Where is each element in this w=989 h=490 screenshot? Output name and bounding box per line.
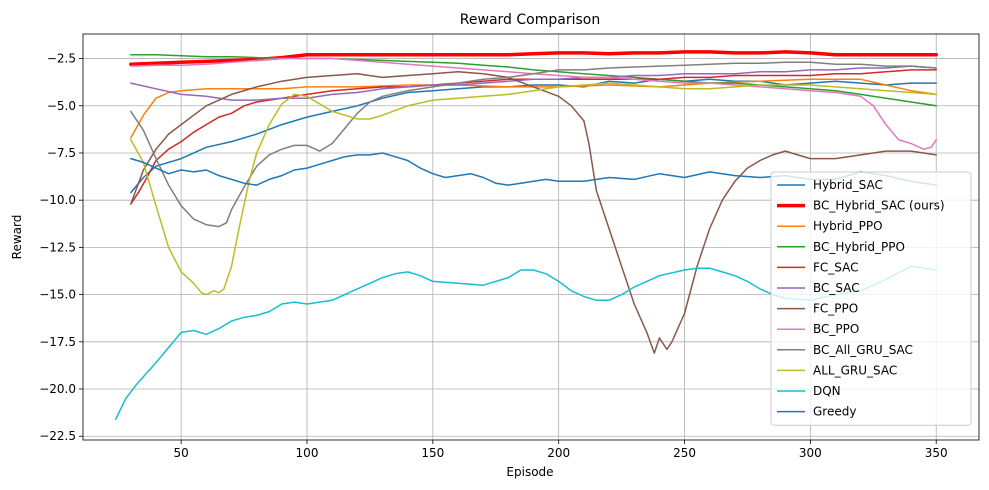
series-line-bc-sac <box>130 65 937 101</box>
legend-label: BC_Hybrid_PPO <box>813 240 905 254</box>
x-axis-label: Episode <box>506 465 553 479</box>
x-tick-label: 50 <box>174 446 189 460</box>
y-tick-label: −20.0 <box>39 382 76 396</box>
y-tick-label: −7.5 <box>47 146 76 160</box>
legend-label: BC_Hybrid_SAC (ours) <box>813 199 945 213</box>
plot-area <box>114 50 938 420</box>
legend-label: BC_SAC <box>813 281 860 295</box>
y-tick-label: −5.0 <box>47 99 76 113</box>
series-line-bc-hybrid-sac-ours <box>129 50 938 66</box>
series-line-bc-hybrid-ppo <box>130 54 937 107</box>
legend-label: BC_All_GRU_SAC <box>813 343 913 357</box>
series-line-all-gru-sac <box>130 82 937 296</box>
legend-label: ALL_GRU_SAC <box>813 363 897 377</box>
legend-label: Hybrid_SAC <box>813 178 883 192</box>
series-line-bc-all-gru-sac <box>130 61 937 228</box>
y-tick-label: −10.0 <box>39 193 76 207</box>
y-tick-label: −17.5 <box>39 335 76 349</box>
legend-label: Hybrid_PPO <box>813 219 883 233</box>
y-tick-label: −22.5 <box>39 429 76 443</box>
plot-frame <box>82 33 980 441</box>
legend-label: FC_SAC <box>813 260 859 274</box>
legend-label: FC_PPO <box>813 302 858 316</box>
series-line-greedy <box>130 152 937 186</box>
x-tick-label: 350 <box>925 446 948 460</box>
x-tick-label: 250 <box>673 446 696 460</box>
x-tick-label: 300 <box>799 446 822 460</box>
y-axis-label: Reward <box>10 215 24 260</box>
series-line-hybrid-ppo <box>130 78 937 139</box>
legend-label: BC_PPO <box>813 322 859 336</box>
x-axis: 50 100 150 200 250 300 350 <box>174 440 948 460</box>
y-tick-label: −2.5 <box>47 52 76 66</box>
series-line-bc-ppo <box>130 57 937 150</box>
y-tick-label: −12.5 <box>39 240 76 254</box>
chart-title: Reward Comparison <box>460 12 600 28</box>
legend-box <box>770 171 972 426</box>
x-tick-label: 200 <box>547 446 570 460</box>
x-tick-label: 150 <box>421 446 444 460</box>
legend: Hybrid_SAC BC_Hybrid_SAC (ours) Hybrid_PPO… <box>770 171 972 426</box>
y-axis: −22.5 −20.0 −17.5 −15.0 −12.5 −10.0 −7.5 −5.0 −2… <box>39 52 83 443</box>
series-line-hybrid-sac <box>130 78 937 194</box>
y-tick-label: −15.0 <box>39 288 76 302</box>
x-tick-label: 100 <box>296 446 319 460</box>
series-line-dqn <box>114 265 937 420</box>
legend-label: DQN <box>813 384 841 398</box>
series-line-fc-ppo <box>130 71 937 354</box>
legend-label: Greedy <box>813 405 856 419</box>
